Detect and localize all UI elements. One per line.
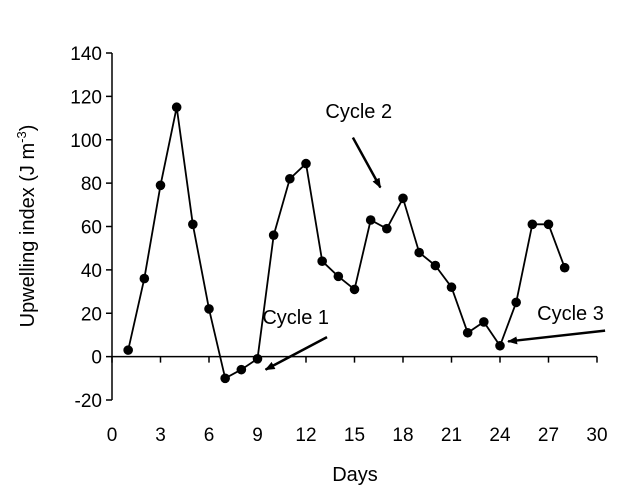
data-point: [333, 271, 344, 282]
data-point: [204, 304, 214, 314]
data-point: [495, 340, 505, 351]
series-line: [127, 107, 566, 380]
x-tick-label: 6: [204, 425, 215, 446]
x-tick-label: 3: [155, 425, 166, 446]
data-point: [220, 373, 230, 384]
y-tick-label: 20: [81, 304, 102, 325]
data-point: [317, 256, 327, 267]
data-point: [543, 219, 554, 230]
data-point: [301, 158, 311, 169]
annotations: Cycle 1 Cycle 2 Cycle 3: [262, 101, 606, 371]
data-point: [479, 317, 489, 327]
y-axis-title-sup: -3: [14, 131, 29, 143]
y-axis-title-close: ): [17, 125, 39, 132]
y-axis-title-main: Upwelling index (J m: [17, 143, 39, 328]
data-point: [236, 364, 247, 375]
data-point: [188, 219, 198, 230]
x-tick-label: 24: [489, 425, 511, 446]
data-point: [382, 223, 392, 234]
annotation-label: Cycle 1: [262, 307, 329, 329]
y-tick-label: 140: [70, 44, 102, 65]
data-point: [511, 297, 521, 308]
y-tick-label: 100: [70, 131, 102, 152]
x-tick-label: 18: [392, 425, 413, 446]
data-point: [398, 193, 408, 204]
data-point: [139, 273, 150, 284]
y-tick-label: 80: [81, 174, 102, 195]
data-point: [430, 260, 441, 271]
y-tick-label: -20: [75, 391, 102, 412]
data-point: [123, 345, 133, 355]
annotation-label: Cycle 3: [537, 303, 604, 325]
data-point: [268, 230, 279, 240]
y-axis-title: Upwelling index (J m-3): [14, 125, 39, 328]
data-point: [559, 262, 570, 273]
y-tick-label: 0: [91, 348, 102, 369]
annotation-label: Cycle 2: [325, 101, 392, 123]
x-tick-label: 21: [441, 425, 462, 446]
y-tick-label: 60: [81, 218, 102, 239]
series-layer: [123, 102, 570, 384]
x-tick-label: 12: [295, 425, 316, 446]
y-tick-label: 120: [70, 87, 102, 108]
data-point: [446, 282, 457, 293]
annotation-arrow: [264, 336, 328, 371]
data-point: [171, 102, 182, 113]
data-point: [349, 284, 360, 295]
y-tick-label: 40: [81, 261, 102, 282]
x-tick-label: 15: [344, 425, 365, 446]
data-point: [527, 219, 538, 230]
data-point: [365, 215, 376, 225]
x-axis-title: Days: [332, 464, 378, 486]
x-tick-label: 30: [586, 425, 607, 446]
annotation-arrow: [351, 136, 382, 189]
annotation-arrow: [507, 329, 606, 345]
data-point: [252, 353, 263, 364]
data-point: [462, 327, 473, 338]
data-point: [155, 180, 166, 191]
data-point: [285, 173, 295, 184]
x-tick-label: 0: [107, 425, 118, 446]
x-tick-label: 27: [538, 425, 559, 446]
data-point: [414, 247, 424, 258]
x-tick-label: 9: [252, 425, 263, 446]
